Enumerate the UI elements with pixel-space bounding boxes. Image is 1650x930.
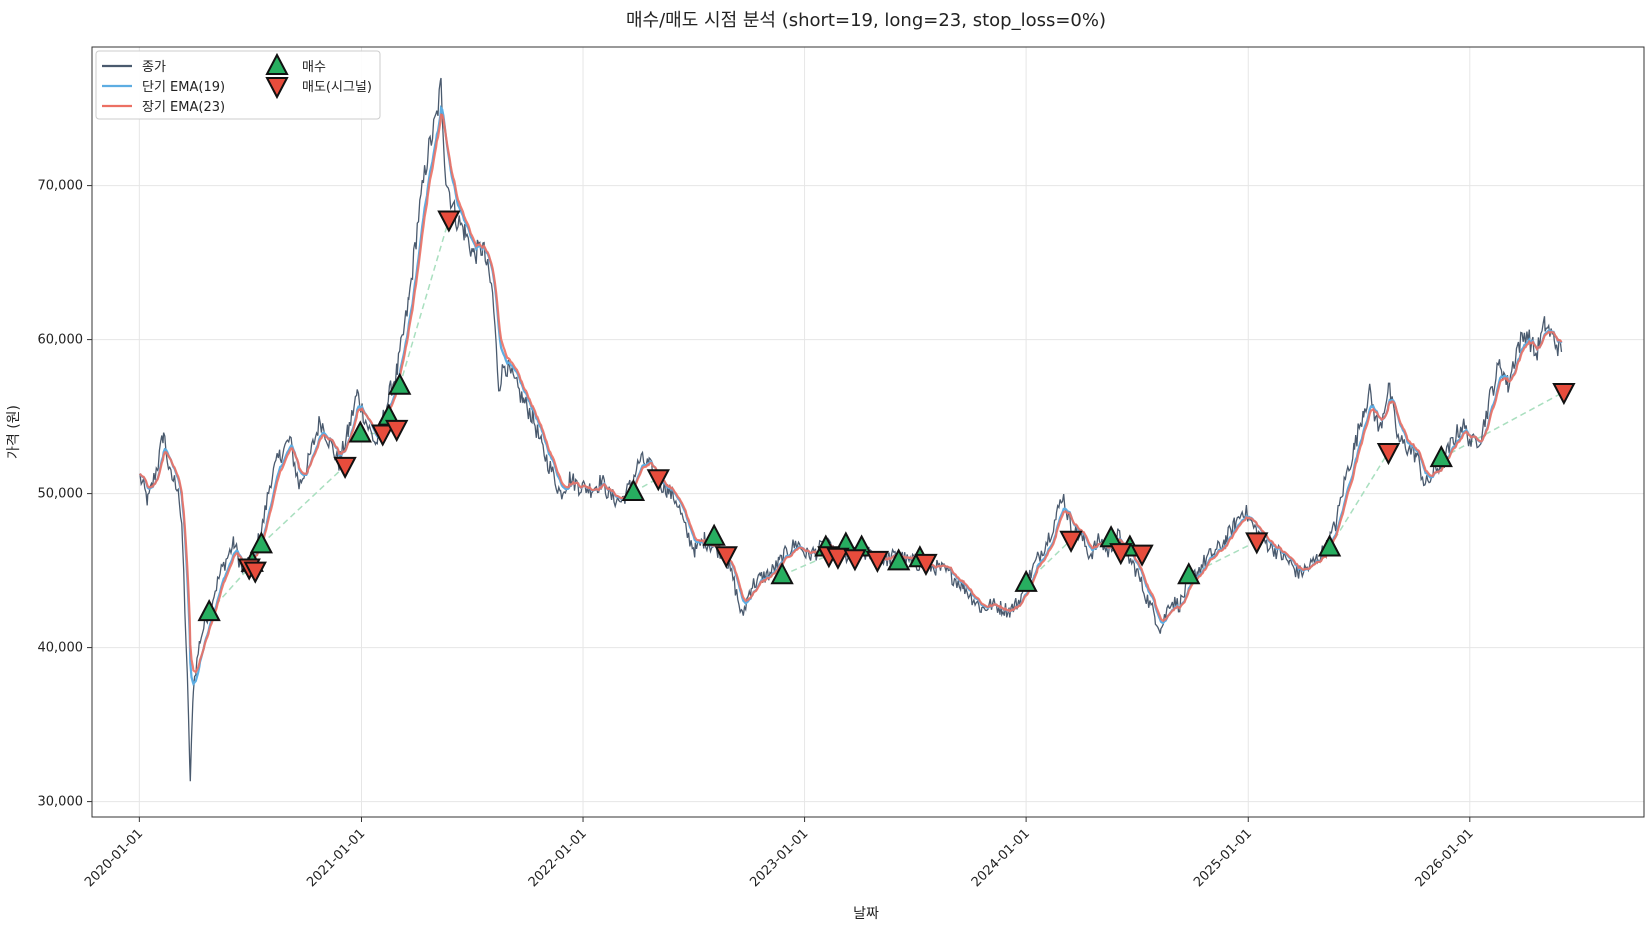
sell-marker	[1552, 382, 1576, 406]
y-axis-label: 가격 (원)	[6, 405, 22, 459]
y-axis: 30,000 40,000 50,000 60,000 70,000	[38, 179, 92, 810]
sell-marker	[385, 419, 409, 443]
buy-marker	[388, 372, 412, 395]
sell-marker	[243, 561, 267, 584]
sell-marker	[714, 546, 738, 569]
x-tick-label: 2024-01-01	[969, 826, 1033, 890]
sell-marker	[371, 424, 395, 447]
x-tick-label: 2025-01-01	[1191, 826, 1255, 890]
x-tick-label: 2023-01-01	[747, 826, 811, 890]
buy-marker	[621, 478, 646, 502]
sell-marker	[865, 550, 890, 573]
trade-link	[260, 465, 346, 545]
sell-marker	[333, 456, 357, 480]
buy-marker	[1317, 534, 1342, 557]
sell-marker	[1059, 530, 1083, 553]
x-tick-label: 2021-01-01	[304, 826, 368, 890]
sell-marker	[1376, 443, 1401, 466]
buy-marker	[886, 548, 911, 571]
y-tick-label: 60,000	[38, 333, 84, 348]
sell-marker	[1130, 544, 1154, 567]
y-tick-label: 50,000	[38, 487, 84, 502]
buy-marker	[1014, 569, 1038, 592]
series	[138, 77, 1563, 782]
buy-marker	[197, 599, 221, 622]
sell-marker	[1245, 532, 1269, 555]
legend-label: 장기 EMA(23)	[142, 100, 225, 115]
sell-marker	[437, 210, 461, 233]
legend-label: 매도(시그널)	[302, 80, 372, 95]
trade-link	[1440, 391, 1565, 459]
buy-marker	[702, 523, 726, 546]
x-tick-label: 2020-01-01	[82, 826, 146, 890]
sell-marker	[826, 547, 850, 570]
trade-link	[399, 219, 450, 387]
sell-marker	[1109, 543, 1133, 566]
sell-marker	[646, 469, 670, 492]
y-tick-label: 70,000	[38, 179, 84, 194]
trade-link	[208, 567, 250, 613]
buy-marker	[348, 420, 372, 443]
series-ema-short-line	[138, 104, 1563, 687]
grid	[92, 47, 1644, 817]
x-tick-label: 2022-01-01	[526, 826, 590, 890]
sell-marker	[843, 549, 867, 572]
legend-label: 종가	[142, 60, 166, 75]
legend-box	[95, 50, 381, 120]
legend-label: 매수	[302, 60, 326, 75]
chart-title: 매수/매도 시점 분석 (short=19, long=23, stop_los…	[626, 10, 1106, 31]
legend-marker	[265, 77, 289, 100]
trade-link	[1328, 451, 1390, 548]
plot-frame	[91, 46, 1645, 818]
buy-marker	[770, 562, 794, 585]
buy-marker	[249, 531, 273, 554]
trade-link	[781, 554, 830, 576]
legend-label: 단기 EMA(19)	[142, 80, 225, 95]
x-axis: 2020-01-01 2021-01-01 2022-01-01 2023-01-01…	[82, 817, 1477, 890]
y-tick-label: 30,000	[38, 795, 84, 810]
x-tick-label: 2026-01-01	[1413, 826, 1477, 890]
x-axis-label: 날짜	[853, 906, 879, 922]
buy-marker	[1177, 562, 1201, 585]
legend-marker	[265, 52, 289, 75]
trade-link	[1025, 539, 1072, 584]
y-tick-label: 40,000	[38, 641, 84, 656]
sell-marker	[914, 553, 938, 577]
series-ema-long-line	[139, 113, 1563, 674]
markers	[197, 210, 1576, 622]
buy-marker	[1429, 445, 1453, 468]
